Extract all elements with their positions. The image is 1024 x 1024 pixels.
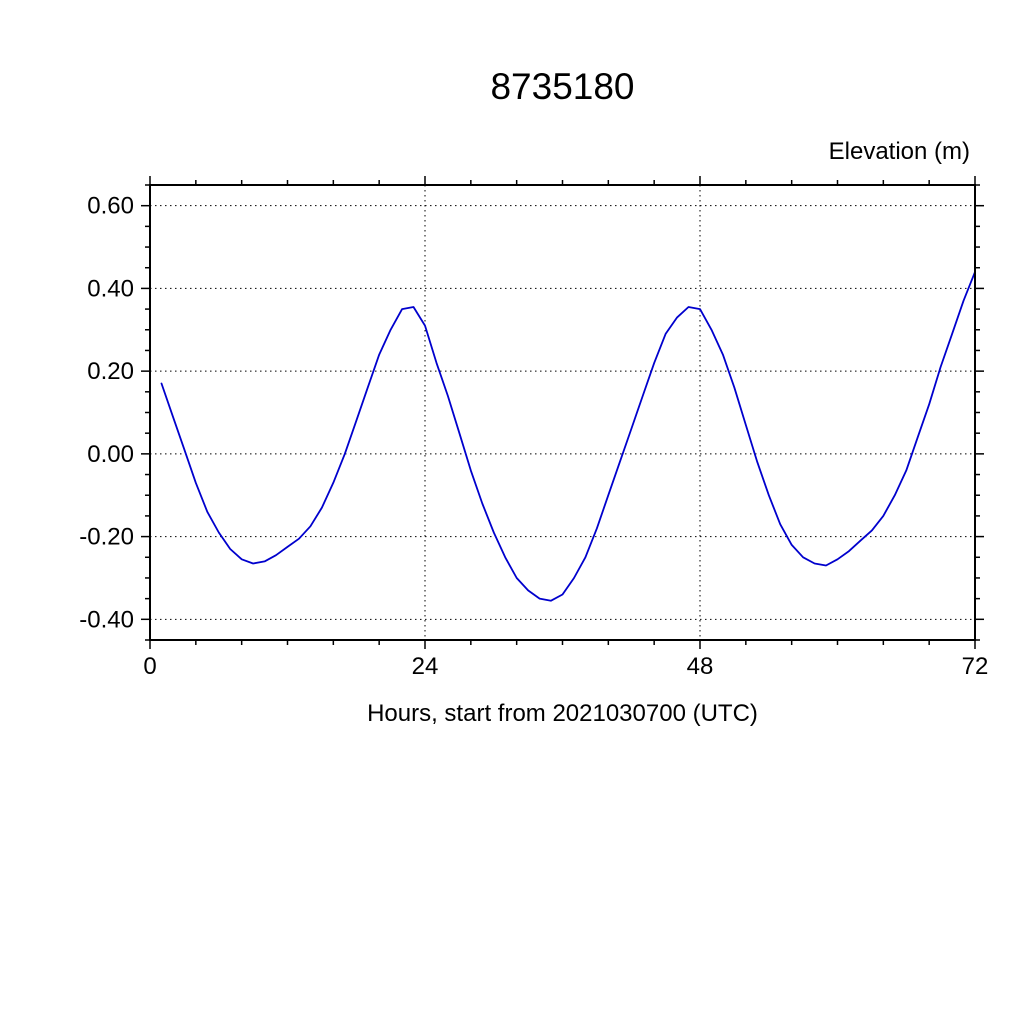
y-tick-label: -0.40	[79, 606, 134, 633]
y-tick-label: 0.20	[87, 358, 134, 385]
x-tick-label: 48	[687, 653, 714, 680]
y-tick-label: -0.20	[79, 524, 134, 551]
y-tick-label: 0.40	[87, 275, 134, 302]
x-tick-label: 72	[962, 653, 989, 680]
y-axis-label: Elevation (m)	[828, 138, 970, 165]
x-tick-label: 24	[412, 653, 439, 680]
x-axis-label: Hours, start from 2021030700 (UTC)	[367, 700, 758, 727]
y-tick-label: 0.60	[87, 193, 134, 220]
chart-title: 8735180	[490, 66, 635, 107]
x-tick-label: 0	[143, 653, 156, 680]
y-tick-label: 0.00	[87, 441, 134, 468]
elevation-series-line	[160, 270, 976, 602]
